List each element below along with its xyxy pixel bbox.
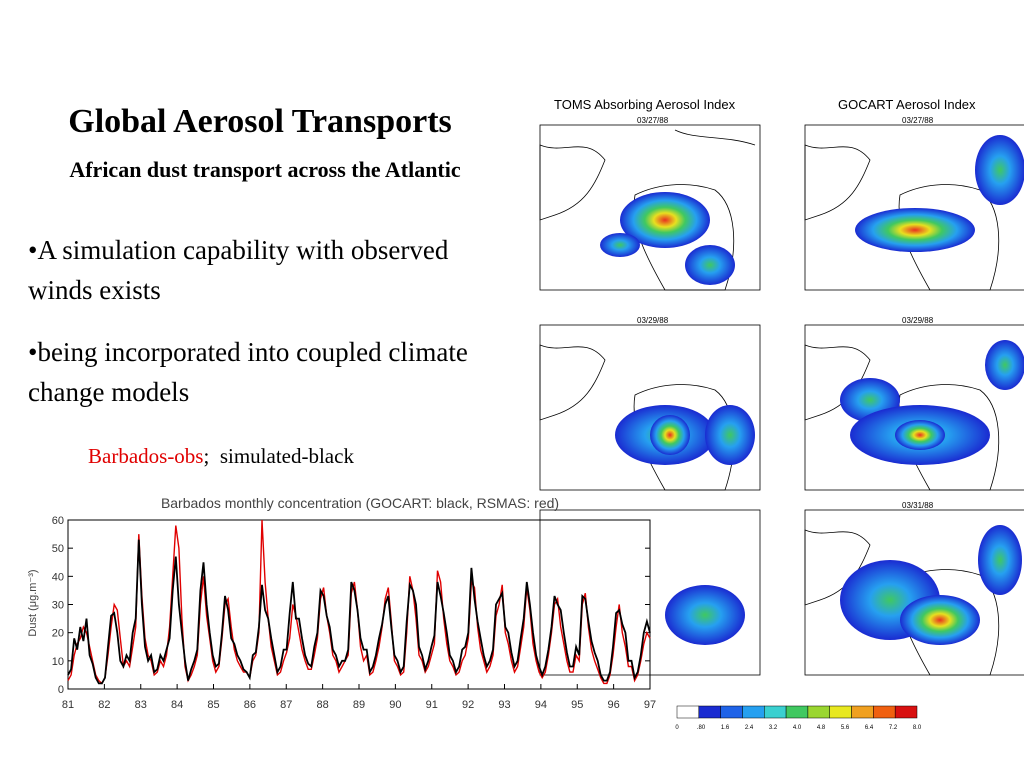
colorbar-tick-label: 0 [675,725,679,731]
legend-sim-label: simulated-black [219,444,354,468]
series-line-gocart [67,539,651,685]
colorbar-swatch [785,705,809,719]
colorbar-swatch [764,705,787,719]
colorbar: 0 .80 1.6 2.4 3.2 4.0 4.8 5.6 6.4 7.2 8.0 [675,705,922,731]
y-tick-label: 20 [52,628,64,640]
x-tick-label: 92 [462,699,474,711]
y-tick-label: 40 [52,571,64,583]
colorbar-tick-label: 2.4 [745,725,754,731]
plot-frame [67,519,651,690]
map-panels: 03/27/88 03/27/88 03/29/88 03/29/88 [539,116,1024,676]
map-date: 03/29/88 [902,316,934,325]
x-tick-label: 88 [317,699,329,711]
colorbar-tick-label: 5.6 [841,725,850,731]
x-tick-label: 83 [135,699,147,711]
colorbar-swatch [698,705,721,719]
chart-title: Barbados monthly concentration (GOCART: … [161,495,559,511]
toms-map-title: TOMS Absorbing Aerosol Index [554,97,736,112]
colorbar-swatch [720,705,743,719]
gocart-map-1: 03/27/88 [804,116,1024,291]
colorbar-tick-label: 7.2 [889,725,898,731]
gocart-map-2: 03/29/88 [804,316,1024,491]
colorbar-tick-label: 6.4 [865,725,874,731]
colorbar-tick-label: 4.8 [817,725,826,731]
legend-obs-label: Barbados-obs [88,444,204,468]
legend-note: Barbados-obs; simulated-black [88,444,354,469]
x-tick-label: 94 [535,699,547,711]
colorbar-swatch [742,705,765,719]
legend-separator: ; [203,444,210,468]
colorbar-tick-label: 8.0 [913,725,922,731]
colorbar-swatch [873,705,896,719]
map-date: 03/27/88 [902,116,934,125]
x-tick-label: 91 [426,699,438,711]
x-tick-label: 81 [62,699,74,711]
colorbar-swatch [851,705,874,719]
x-tick-label: 85 [207,699,219,711]
x-tick-label: 97 [644,699,656,711]
colorbar-tick-label: .80 [697,725,706,731]
x-tick-label: 93 [498,699,510,711]
bullet-coupled-models: •being incorporated into coupled climate… [28,337,468,407]
page-title: Global Aerosol Transports [68,103,452,140]
colorbar-swatch [894,705,918,719]
map-date: 03/29/88 [637,316,669,325]
barbados-chart: Barbados monthly concentration (GOCART: … [27,495,656,711]
y-tick-label: 60 [52,515,64,527]
x-tick-label: 82 [98,699,110,711]
colorbar-swatch [829,705,852,719]
y-tick-label: 50 [52,543,64,555]
x-tick-label: 84 [171,699,183,711]
colorbar-tick-label: 3.2 [769,725,778,731]
colorbar-tick-label: 1.6 [721,725,730,731]
y-tick-label: 0 [58,684,64,696]
gocart-map-title: GOCART Aerosol Index [838,97,976,112]
x-tick-label: 87 [280,699,292,711]
series-line-rsmas [67,519,651,685]
bullet-simulation-capability: •A simulation capability with observed w… [28,235,449,305]
x-tick-label: 96 [608,699,620,711]
toms-map-2: 03/29/88 [539,316,761,491]
gocart-map-3: 03/31/88 [804,501,1024,676]
page-subtitle: African dust transport across the Atlant… [69,157,461,182]
x-tick-label: 90 [389,699,401,711]
toms-map-1: 03/27/88 [539,116,761,291]
y-axis-label: Dust (μg.m⁻³) [27,569,39,636]
y-tick-label: 30 [52,600,64,612]
x-tick-label: 95 [571,699,583,711]
colorbar-swatch [676,705,700,719]
y-tick-label: 10 [52,656,64,668]
x-tick-label: 86 [244,699,256,711]
colorbar-tick-label: 4.0 [793,725,802,731]
colorbar-swatch [807,705,830,719]
map-date: 03/31/88 [902,501,934,510]
map-date: 03/27/88 [637,116,669,125]
x-tick-label: 89 [353,699,365,711]
